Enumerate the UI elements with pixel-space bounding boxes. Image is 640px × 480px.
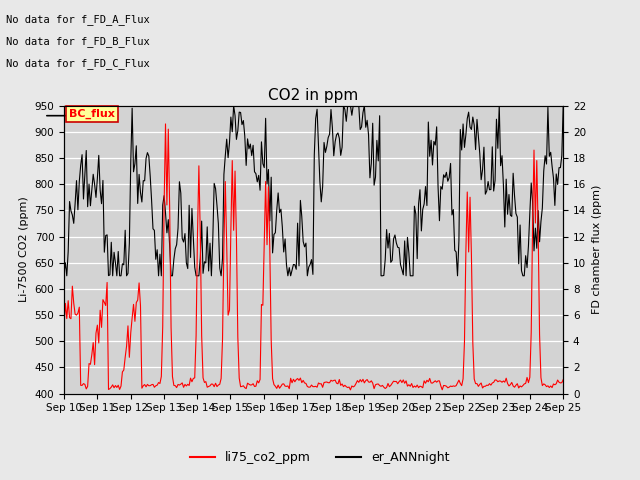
er_ANNnight xyxy=(281,236,289,242)
er_ANNnight xyxy=(230,103,237,108)
er_ANNnight xyxy=(227,114,235,120)
li75_co2_ppm xyxy=(559,377,567,383)
er_ANNnight xyxy=(63,273,70,279)
Line: li75_co2_ppm: li75_co2_ppm xyxy=(64,124,563,390)
Text: No data for f_FD_B_Flux: No data for f_FD_B_Flux xyxy=(6,36,150,47)
Y-axis label: FD chamber flux (ppm): FD chamber flux (ppm) xyxy=(592,185,602,314)
er_ANNnight xyxy=(237,109,244,115)
er_ANNnight xyxy=(211,180,218,186)
Line: er_ANNnight: er_ANNnight xyxy=(64,106,563,276)
Text: No data for f_FD_C_Flux: No data for f_FD_C_Flux xyxy=(6,58,150,69)
li75_co2_ppm xyxy=(280,381,287,387)
li75_co2_ppm xyxy=(162,121,170,127)
er_ANNnight xyxy=(534,208,542,214)
Text: No data for f_FD_A_Flux: No data for f_FD_A_Flux xyxy=(6,14,150,25)
er_ANNnight xyxy=(60,270,68,276)
li75_co2_ppm xyxy=(211,384,218,390)
li75_co2_ppm xyxy=(534,228,542,233)
li75_co2_ppm xyxy=(122,354,129,360)
Title: CO2 in ppm: CO2 in ppm xyxy=(268,88,359,103)
Text: BC_flux: BC_flux xyxy=(69,108,115,119)
li75_co2_ppm xyxy=(227,228,235,233)
er_ANNnight xyxy=(123,273,131,279)
Y-axis label: Li-7500 CO2 (ppm): Li-7500 CO2 (ppm) xyxy=(19,197,29,302)
li75_co2_ppm xyxy=(60,323,68,329)
Legend: li75_co2_ppm, er_ANNnight: li75_co2_ppm, er_ANNnight xyxy=(186,446,454,469)
er_ANNnight xyxy=(559,103,567,108)
li75_co2_ppm xyxy=(236,375,243,381)
li75_co2_ppm xyxy=(347,387,355,393)
